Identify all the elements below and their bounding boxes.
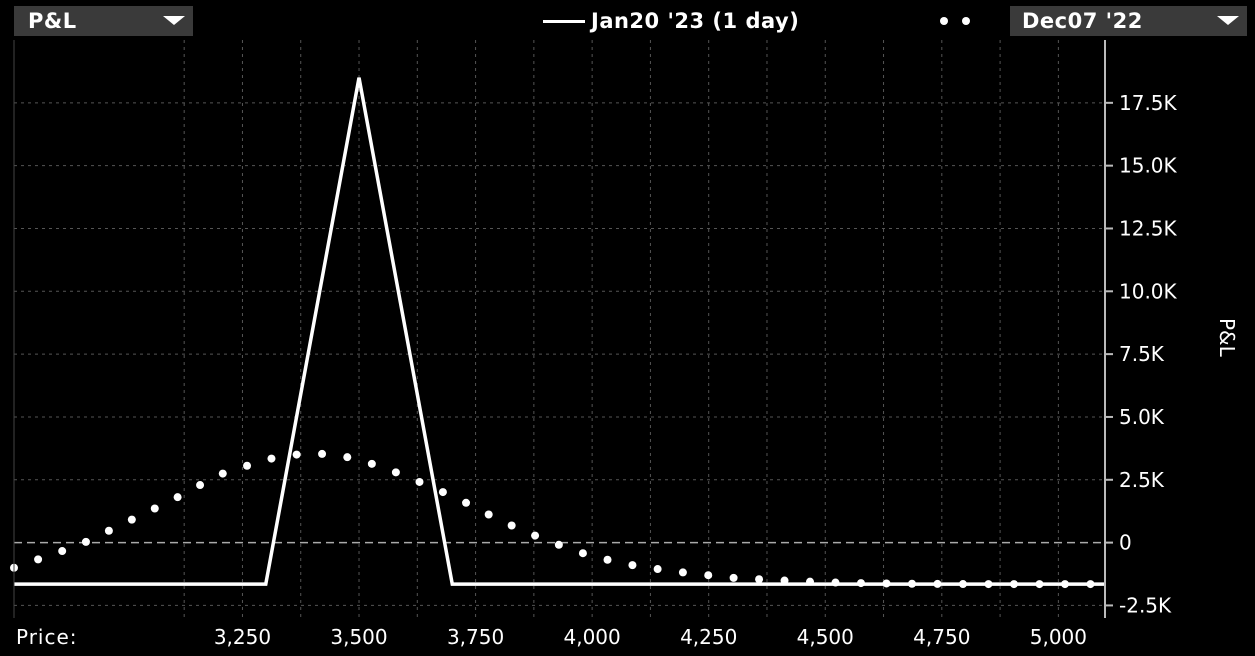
- series-line-jan20: [14, 77, 1105, 586]
- legend-dot-icon: [940, 17, 948, 25]
- chevron-down-icon: [1217, 16, 1239, 25]
- data-point-dec07: [292, 450, 301, 459]
- metric-dropdown[interactable]: P&L: [14, 6, 193, 36]
- data-point-dec07: [196, 481, 205, 490]
- y-tick-label: 0: [1119, 531, 1132, 555]
- data-point-dec07: [150, 504, 159, 513]
- data-point-dec07: [958, 580, 967, 589]
- grid: [14, 40, 1105, 618]
- data-point-dec07: [127, 515, 136, 524]
- data-point-dec07: [415, 477, 424, 486]
- data-point-dec07: [628, 561, 637, 570]
- data-point-dec07: [882, 579, 891, 588]
- y-axis-ticks: -2.5K 0 2.5K 5.0K 7.5K 10.0K 12.5K 15.0K 17.5K: [1105, 91, 1178, 617]
- data-point-dec07: [267, 454, 276, 463]
- data-point-dec07: [831, 578, 840, 587]
- series-layer: [10, 77, 1105, 589]
- metric-dropdown-label: P&L: [28, 9, 77, 33]
- data-point-dec07: [704, 571, 713, 580]
- data-point-dec07: [391, 468, 400, 477]
- x-tick-label: 4,250: [680, 625, 737, 649]
- data-point-dec07: [729, 573, 738, 582]
- legend-line-label: Jan20 '23 (1 day): [591, 9, 800, 33]
- x-tick-label: 3,500: [330, 625, 387, 649]
- data-point-dec07: [856, 579, 865, 588]
- legend-item-dotted: [940, 6, 984, 36]
- data-point-dec07: [343, 453, 352, 462]
- x-axis-ticks: 3,250 3,500 3,750 4,000 4,250 4,500 4,750 5,000: [214, 625, 1087, 649]
- data-point-dec07: [780, 576, 789, 585]
- data-point-dec07: [58, 547, 67, 556]
- data-point-dec07: [984, 580, 993, 589]
- x-tick-label: 3,250: [214, 625, 271, 649]
- data-point-dec07: [34, 555, 43, 564]
- data-point-dec07: [218, 469, 227, 478]
- date-dropdown-label: Dec07 '22: [1022, 9, 1143, 33]
- data-point-dec07: [173, 493, 182, 502]
- y-tick-label: 15.0K: [1119, 154, 1178, 178]
- data-point-dec07: [484, 510, 493, 519]
- data-point-dec07: [318, 449, 327, 458]
- chevron-down-icon: [163, 16, 185, 25]
- data-point-dec07: [367, 459, 376, 468]
- data-point-dec07: [507, 521, 516, 530]
- y-tick-label: 10.0K: [1119, 279, 1178, 303]
- data-point-dec07: [1060, 580, 1069, 589]
- data-point-dec07: [531, 531, 540, 540]
- y-tick-label: 12.5K: [1119, 216, 1178, 240]
- data-point-dec07: [755, 575, 764, 584]
- y-axis-label: P&L: [1215, 318, 1239, 358]
- y-tick-label: -2.5K: [1119, 593, 1172, 617]
- data-point-dec07: [806, 577, 815, 586]
- data-point-dec07: [678, 568, 687, 577]
- x-tick-label: 5,000: [1030, 625, 1087, 649]
- date-dropdown[interactable]: Dec07 '22: [1010, 6, 1247, 36]
- x-tick-label: 3,750: [447, 625, 504, 649]
- legend-item-solid: Jan20 '23 (1 day): [543, 6, 799, 36]
- data-point-dec07: [653, 565, 662, 574]
- legend-dot-icon: [962, 17, 970, 25]
- y-tick-label: 2.5K: [1119, 468, 1165, 492]
- data-point-dec07: [603, 555, 612, 564]
- data-point-dec07: [907, 579, 916, 588]
- data-point-dec07: [462, 498, 471, 507]
- x-tick-label: 4,000: [564, 625, 621, 649]
- x-axis-label: Price:: [16, 625, 78, 649]
- data-point-dec07: [1035, 580, 1044, 589]
- data-point-dec07: [1009, 580, 1018, 589]
- data-point-dec07: [1086, 580, 1095, 589]
- data-point-dec07: [243, 461, 252, 470]
- data-point-dec07: [104, 526, 113, 535]
- legend-line-swatch: [543, 19, 585, 23]
- data-point-dec07: [81, 537, 90, 546]
- data-point-dec07: [578, 549, 587, 558]
- y-tick-label: 7.5K: [1119, 342, 1165, 366]
- data-point-dec07: [554, 540, 563, 549]
- x-tick-label: 4,750: [913, 625, 970, 649]
- y-tick-label: 5.0K: [1119, 405, 1165, 429]
- x-tick-label: 4,500: [797, 625, 854, 649]
- y-tick-label: 17.5K: [1119, 91, 1178, 115]
- data-point-dec07: [438, 488, 447, 497]
- data-point-dec07: [933, 579, 942, 588]
